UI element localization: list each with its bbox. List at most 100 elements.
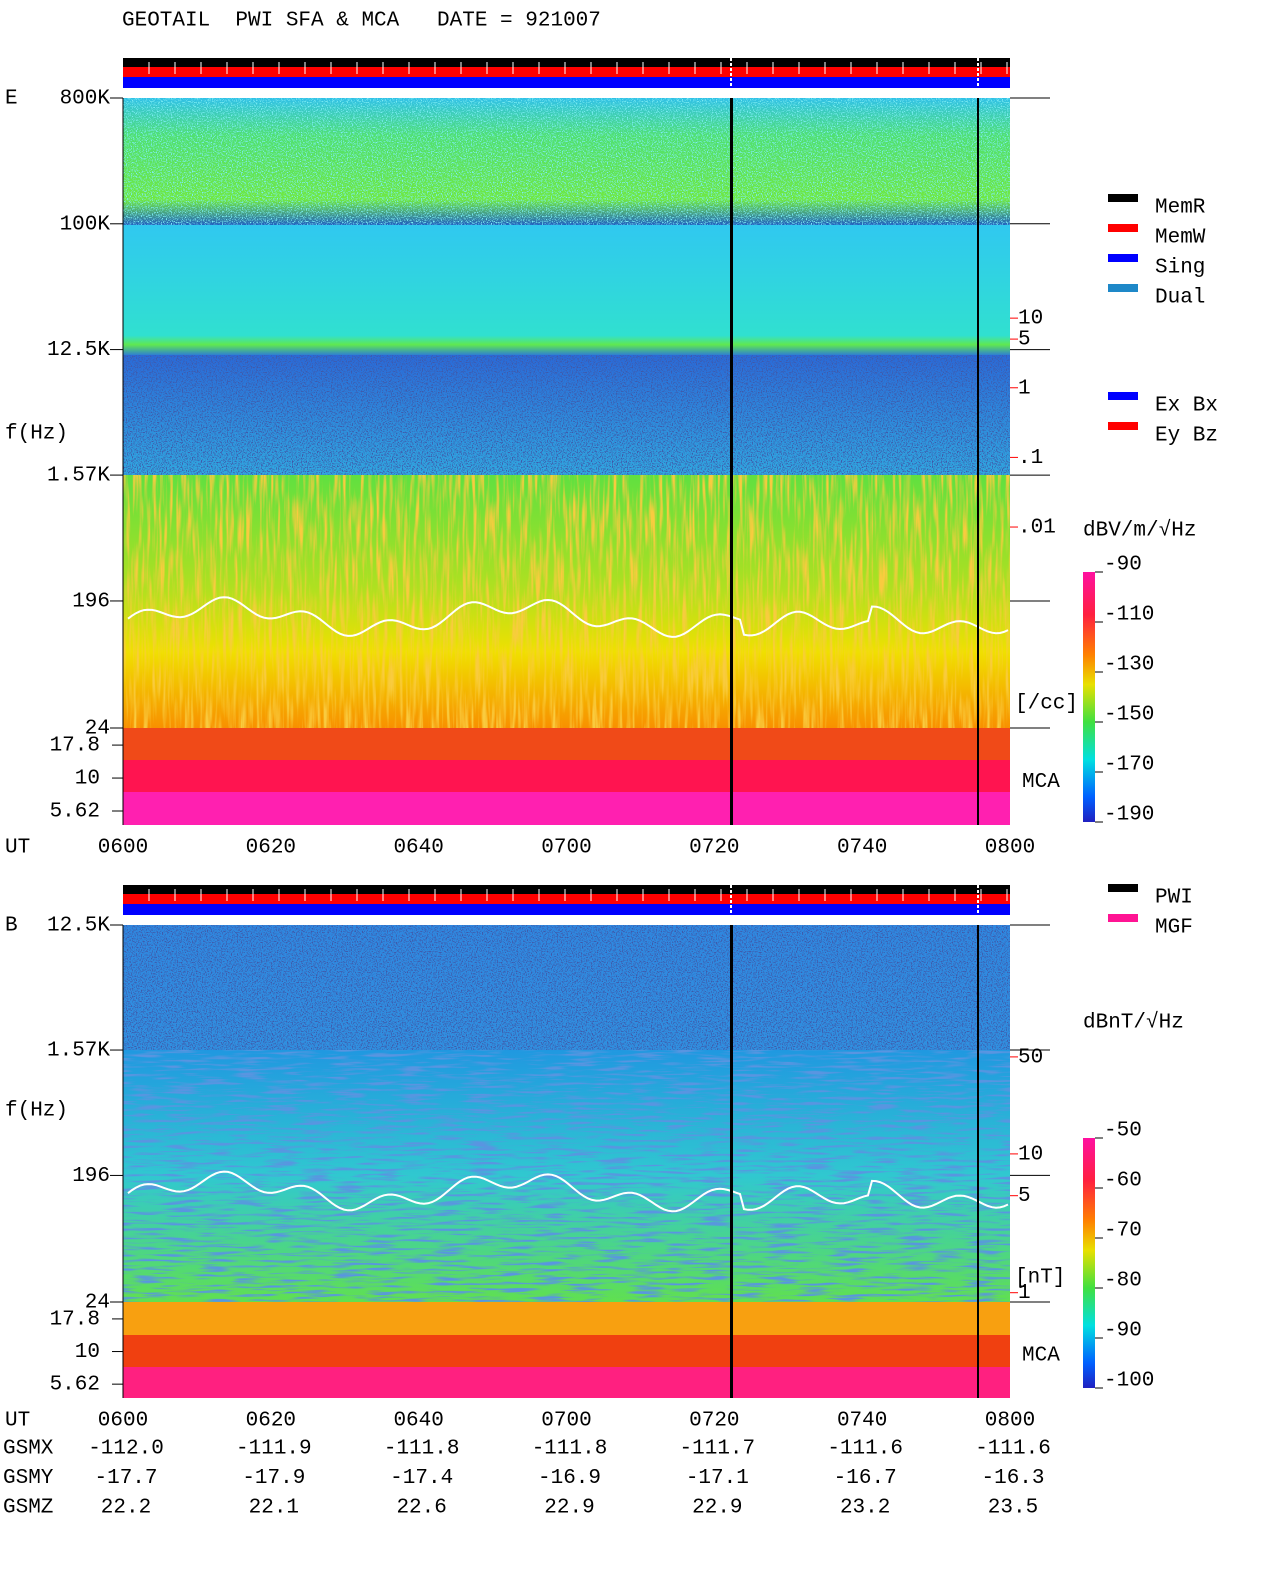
legend-swatch	[1108, 422, 1138, 430]
status-bar	[123, 885, 1010, 894]
orbit-value: -16.9	[538, 1467, 601, 1490]
orbit-value: 23.5	[988, 1497, 1038, 1520]
legend-label: MGF	[1155, 917, 1193, 940]
gap-line	[977, 925, 979, 1398]
orbit-value: -17.9	[242, 1467, 305, 1490]
y2-unit: [/cc]	[1015, 693, 1078, 716]
orbit-value: 22.6	[396, 1497, 446, 1520]
orbit-value: 22.2	[101, 1497, 151, 1520]
x-tick-label: 0620	[246, 837, 296, 860]
y2-tick-label: 10	[1018, 308, 1043, 331]
orbit-value: 22.1	[249, 1497, 299, 1520]
orbit-value: -111.6	[975, 1438, 1051, 1461]
colorbar-tick-label: -190	[1104, 804, 1154, 827]
colorbar-tick-label: -60	[1104, 1170, 1142, 1193]
y-tick-label: 100K	[60, 213, 111, 236]
colorbar-tick-label: -130	[1104, 654, 1154, 677]
x-label: UT	[5, 1410, 30, 1433]
orbit-value: -111.6	[827, 1438, 903, 1461]
status-bar	[123, 67, 1010, 77]
x-tick-label: 0640	[393, 837, 443, 860]
mca-tick-label: 10	[75, 768, 100, 791]
status-bar	[123, 904, 1010, 915]
legend-label: Ex Bx	[1155, 395, 1218, 418]
orbit-value: -17.4	[390, 1467, 453, 1490]
colorbar-tick-label: -50	[1104, 1120, 1142, 1143]
y2-tick-label: .1	[1018, 447, 1043, 470]
orbit-label: GSMZ	[3, 1497, 53, 1520]
x-tick-label: 0720	[689, 1410, 739, 1433]
legend-swatch	[1108, 284, 1138, 292]
legend-swatch	[1108, 392, 1138, 400]
y-label: f(Hz)	[5, 423, 68, 446]
mca-tick-label: 5.62	[50, 801, 100, 824]
legend-label: MemR	[1155, 197, 1206, 220]
y2-tick-label: 1	[1018, 1282, 1031, 1305]
y-tick-label: 12.5K	[47, 915, 110, 938]
y-tick-label: 12.5K	[47, 339, 110, 362]
y-tick-label: 800K	[60, 88, 111, 111]
y2-unit: [nT]	[1015, 1267, 1065, 1290]
colorbar-tick-label: -170	[1104, 754, 1154, 777]
mca-tick-label: 5.62	[50, 1374, 100, 1397]
colorbar-tick-label: -80	[1104, 1270, 1142, 1293]
title: GEOTAIL PWI SFA & MCA DATE = 921007	[122, 10, 601, 33]
y2-tick-label: .01	[1018, 517, 1056, 540]
legend-label: Ey Bz	[1155, 425, 1218, 448]
orbit-value: -16.3	[981, 1467, 1044, 1490]
colorbar-label: dBV/m/√Hz	[1083, 519, 1196, 543]
colorbar-tick-label: -90	[1104, 1320, 1142, 1343]
y2-tick-label: 1	[1018, 377, 1031, 400]
colorbar	[1083, 572, 1095, 822]
orbit-value: -112.0	[88, 1438, 164, 1461]
orbit-value: -111.9	[236, 1438, 312, 1461]
legend-swatch	[1108, 194, 1138, 202]
x-tick-label: 0800	[985, 1410, 1035, 1433]
colorbar-tick-label: -90	[1104, 554, 1142, 577]
x-tick-label: 0800	[985, 837, 1035, 860]
x-tick-label: 0620	[246, 1410, 296, 1433]
legend-swatch	[1108, 884, 1138, 892]
orbit-value: 23.2	[840, 1497, 890, 1520]
x-tick-label: 0600	[98, 837, 148, 860]
y-tick-label: 24	[85, 718, 110, 741]
orbit-value: 22.9	[692, 1497, 742, 1520]
x-tick-label: 0740	[837, 837, 887, 860]
y2-tick-label: 5	[1018, 1185, 1031, 1208]
status-bar	[123, 77, 1010, 88]
y2-tick-label: 50	[1018, 1046, 1043, 1069]
orbit-value: -17.7	[94, 1467, 157, 1490]
y-label: f(Hz)	[5, 1100, 68, 1123]
gap-line	[730, 925, 733, 1398]
orbit-label: GSMY	[3, 1467, 54, 1490]
colorbar-tick-label: -110	[1104, 604, 1154, 627]
legend-swatch	[1108, 224, 1138, 232]
y-tick-label: 196	[72, 1165, 110, 1188]
colorbar-tick-label: -70	[1104, 1220, 1142, 1243]
orbit-label: GSMX	[3, 1438, 54, 1461]
panel-label: E	[5, 88, 18, 111]
orbit-value: -111.7	[680, 1438, 756, 1461]
spectrograms	[123, 98, 1010, 1398]
legend-label: PWI	[1155, 887, 1193, 910]
legend-label: Sing	[1155, 257, 1205, 280]
legend-label: Dual	[1155, 287, 1205, 310]
gap-line	[730, 98, 733, 825]
trace	[127, 1170, 1009, 1213]
mca-label: MCA	[1022, 771, 1060, 794]
colorbar-tick-label: -150	[1104, 704, 1154, 727]
orbit-value: -17.1	[686, 1467, 749, 1490]
colorbar-label: dBnT/√Hz	[1083, 1011, 1184, 1035]
mca-tick-label: 10	[75, 1341, 100, 1364]
y2-tick-label: 10	[1018, 1143, 1043, 1166]
orbit-value: -111.8	[384, 1438, 460, 1461]
y2-tick-label: 5	[1018, 329, 1031, 352]
x-tick-label: 0700	[541, 1410, 591, 1433]
y-tick-label: 24	[85, 1292, 110, 1315]
y-tick-label: 196	[72, 591, 110, 614]
x-tick-label: 0720	[689, 837, 739, 860]
mca-tick-label: 17.8	[50, 1308, 100, 1331]
legend-swatch	[1108, 914, 1138, 922]
legend-swatch	[1108, 254, 1138, 262]
